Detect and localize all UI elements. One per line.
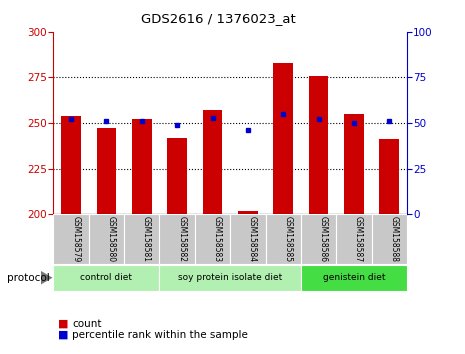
Bar [203,110,222,214]
Bar [230,214,266,264]
Bar [53,265,159,291]
Text: GSM158588: GSM158588 [389,216,398,262]
Text: GSM158584: GSM158584 [248,216,257,262]
Bar [97,129,116,214]
Bar [344,114,364,214]
Bar [379,139,399,214]
Bar [159,214,195,264]
Text: ■: ■ [58,330,69,339]
Text: soy protein isolate diet: soy protein isolate diet [178,273,282,282]
Bar [301,214,336,264]
Text: GSM158579: GSM158579 [71,216,80,262]
Text: control diet: control diet [80,273,133,282]
Polygon shape [41,271,53,285]
Text: GSM158582: GSM158582 [177,216,186,262]
Bar [273,63,293,214]
Bar [238,211,258,214]
Text: ■: ■ [58,319,69,329]
Bar [53,214,89,264]
Bar [167,138,187,214]
Bar [336,214,372,264]
Text: genistein diet: genistein diet [323,273,385,282]
Text: GSM158585: GSM158585 [283,216,292,262]
Bar [132,119,152,214]
Bar [195,214,230,264]
Text: GSM158580: GSM158580 [106,216,115,262]
Text: count: count [72,319,101,329]
Text: GSM158581: GSM158581 [142,216,151,262]
Bar [89,214,124,264]
Bar [301,265,407,291]
Text: GSM158583: GSM158583 [213,216,221,262]
Bar [61,116,81,214]
Bar [309,76,328,214]
Bar [266,214,301,264]
Text: GDS2616 / 1376023_at: GDS2616 / 1376023_at [141,12,296,25]
Text: GSM158587: GSM158587 [354,216,363,262]
Text: GSM158586: GSM158586 [319,216,327,262]
Bar [124,214,159,264]
Text: protocol: protocol [7,273,50,283]
Bar [372,214,407,264]
Text: percentile rank within the sample: percentile rank within the sample [72,330,248,339]
Bar [159,265,301,291]
